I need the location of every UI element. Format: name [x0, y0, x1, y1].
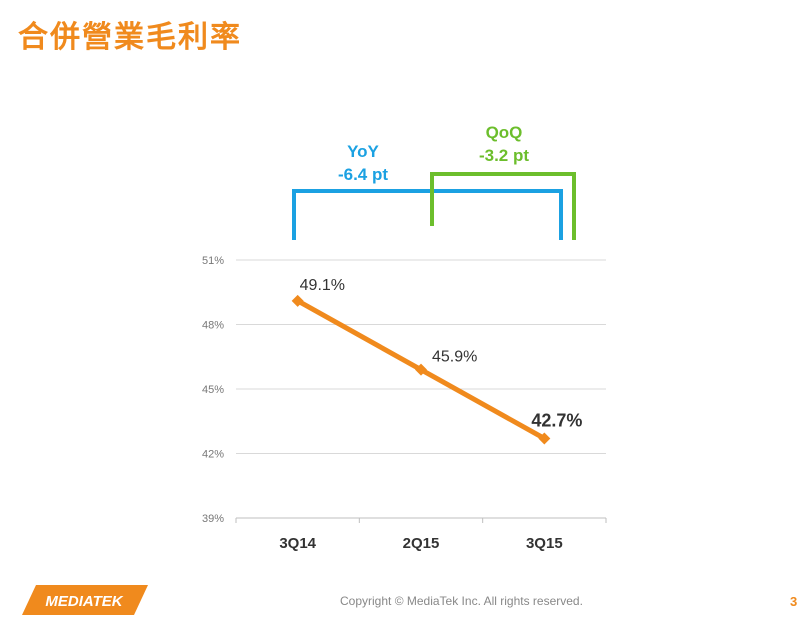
- chart-axes: 51% 48% 45% 42% 39% 3Q14 2Q15 3Q15: [202, 255, 607, 552]
- qoq-value: -3.2 pt: [479, 146, 529, 165]
- data-point-marker: [415, 363, 427, 376]
- y-tick-label: 48%: [202, 320, 224, 332]
- page-number: 3: [790, 594, 798, 609]
- data-label: 42.7%: [531, 410, 582, 430]
- yoy-label: YoY: [347, 142, 379, 161]
- y-tick-label: 45%: [202, 384, 224, 396]
- y-tick-label: 42%: [202, 449, 224, 461]
- comparison-brackets: YoY -6.4 pt QoQ -3.2 pt: [292, 123, 576, 240]
- yoy-value: -6.4 pt: [338, 165, 388, 184]
- data-point-marker: [291, 294, 304, 307]
- x-tick-label: 2Q15: [403, 535, 440, 552]
- chart-gridlines: [236, 259, 606, 519]
- y-tick-label: 51%: [202, 255, 224, 267]
- mediatek-logo: MEDIATEK: [22, 585, 148, 615]
- chart-series: 49.1% 45.9% 42.7%: [291, 277, 582, 445]
- yoy-bracket: [292, 189, 563, 240]
- logo-text: MEDIATEK: [45, 593, 123, 610]
- slide-title: 合併營業毛利率: [18, 20, 242, 55]
- qoq-label: QoQ: [486, 123, 523, 142]
- copyright-text: Copyright © MediaTek Inc. All rights res…: [340, 594, 583, 608]
- y-tick-label: 39%: [202, 513, 224, 525]
- x-tick-label: 3Q14: [279, 535, 316, 552]
- data-label: 45.9%: [432, 349, 477, 366]
- data-label: 49.1%: [300, 277, 345, 294]
- data-point-marker: [538, 432, 551, 445]
- qoq-bracket: [430, 172, 576, 240]
- x-tick-label: 3Q15: [526, 535, 563, 552]
